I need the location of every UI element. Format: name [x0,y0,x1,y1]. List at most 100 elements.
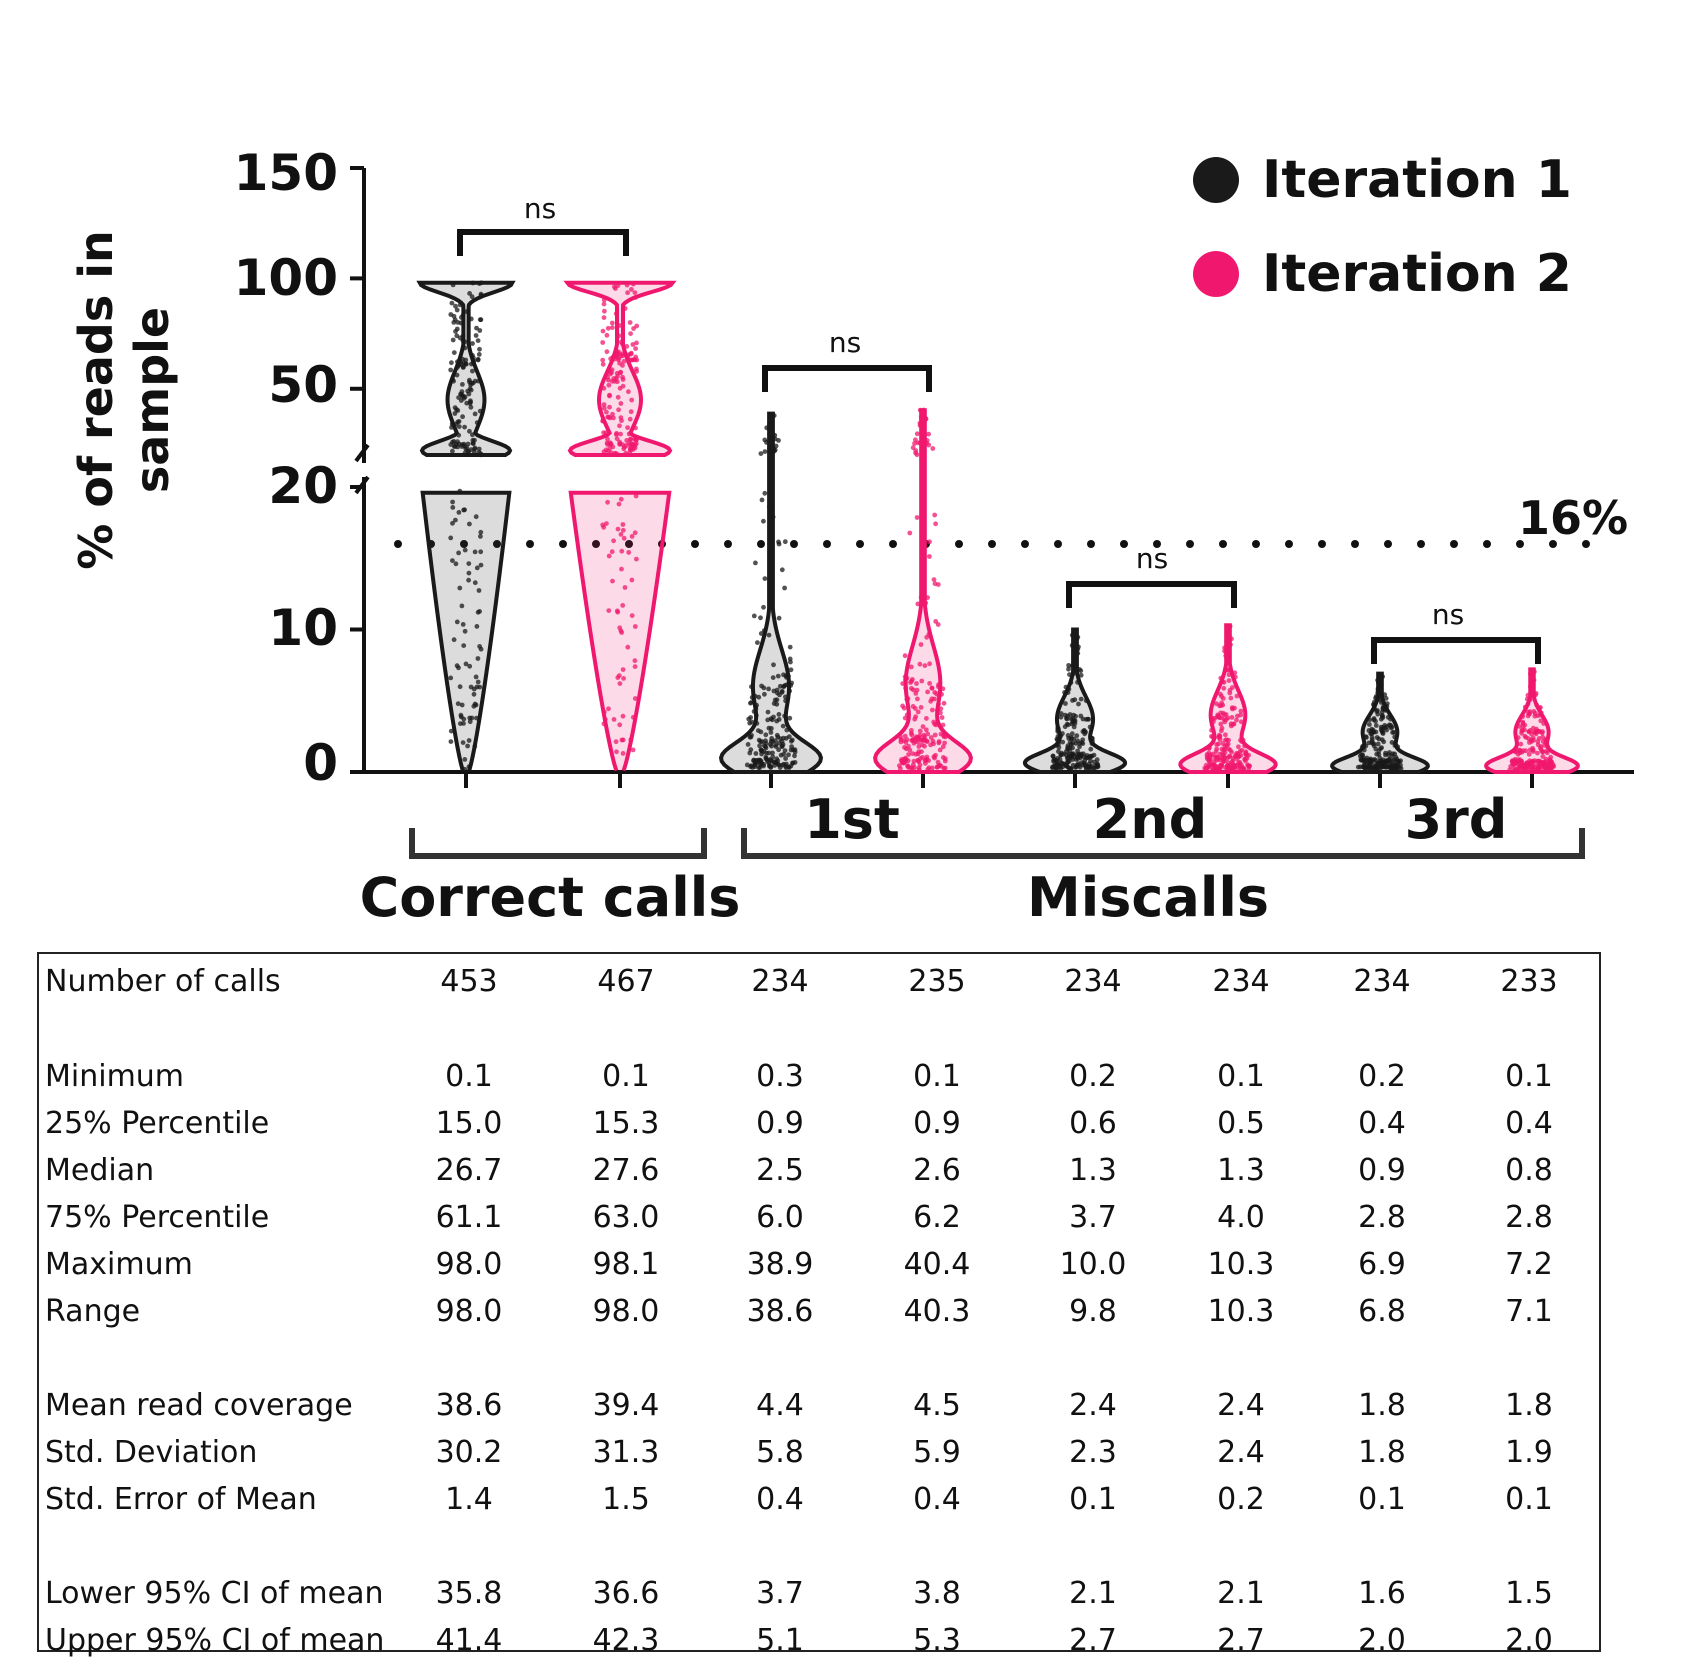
data-point [915,757,921,763]
data-point [938,763,944,769]
data-point [619,339,624,345]
data-point [1536,736,1542,741]
data-point [1542,743,1548,748]
row-label: Number of calls [45,964,281,999]
data-point [460,365,466,370]
category-label-2nd: 2nd [1093,788,1208,851]
data-point [1528,764,1533,769]
data-point [1078,672,1084,678]
legend-marker-iteration-2 [1193,251,1239,297]
data-point [602,717,608,722]
data-point [771,413,777,418]
data-point [1369,737,1375,743]
data-point [1078,713,1084,719]
data-point [615,675,621,680]
data-point [940,722,946,728]
significance-bracket [1371,637,1541,664]
data-point [902,653,908,659]
data-point [607,404,612,410]
data-point [450,505,456,510]
data-point [939,715,945,720]
data-point [621,359,627,364]
data-point [633,346,638,351]
data-point [1241,766,1247,771]
data-point [632,664,638,669]
data-point [747,734,753,740]
data-point [1235,713,1240,719]
data-point [470,360,476,366]
data-point [921,451,927,457]
data-point [1075,634,1081,640]
data-point [789,680,794,686]
data-point [623,450,629,456]
data-point [1058,752,1064,758]
data-point [619,548,625,554]
data-point [600,522,606,528]
data-point [1079,760,1084,766]
table-cell: 1.8 [1505,1388,1553,1423]
data-point [471,355,476,361]
table-cell: 2.7 [1069,1623,1117,1658]
data-point [1069,632,1075,638]
data-point [1209,727,1214,733]
data-point [777,765,783,770]
data-point [899,758,904,764]
data-point [1531,677,1537,683]
table-cell: 5.3 [913,1623,961,1658]
data-point [925,731,931,737]
data-point [941,700,947,706]
data-point [1073,663,1078,669]
axis-break-mark [354,443,370,463]
table-cell: 61.1 [435,1200,503,1235]
data-point [1383,764,1389,770]
table-cell: 3.8 [913,1576,961,1611]
significance-label: ns [1432,598,1464,631]
data-point [627,437,633,442]
data-point [466,738,472,743]
table-cell: 6.0 [756,1200,804,1235]
data-point [626,550,632,555]
data-point [748,715,753,720]
data-point [1234,717,1239,723]
data-point [927,539,932,545]
data-point [1222,743,1228,749]
data-point [939,691,944,697]
data-point [1223,732,1228,738]
data-point [625,644,631,650]
data-point [466,561,472,566]
data-point [770,514,776,520]
table-cell: 5.9 [913,1435,961,1470]
data-point [750,765,755,770]
data-point [628,737,634,743]
data-point [1541,721,1547,726]
data-point [462,628,468,634]
data-point [758,451,764,456]
table-cell: 10.3 [1207,1294,1275,1329]
data-point [1086,716,1091,722]
data-point [1066,666,1071,672]
data-point [628,409,634,415]
data-point [1360,743,1366,749]
table-cell: 0.6 [1069,1106,1117,1141]
data-point [610,411,615,417]
data-point [903,756,909,762]
data-point [605,448,611,454]
data-point [462,547,468,553]
data-point [620,603,626,608]
table-cell: 7.1 [1505,1294,1553,1329]
data-point [787,715,793,721]
data-point [1075,738,1080,744]
data-point [904,737,910,743]
data-point [930,446,936,451]
table-cell: 98.1 [592,1247,660,1282]
data-point [1069,731,1075,737]
data-point [476,378,481,384]
data-point [749,684,754,690]
data-point [912,716,918,722]
data-point [1060,739,1066,745]
data-point [450,439,455,445]
data-point [620,713,626,719]
data-point [1071,736,1077,742]
data-point [915,440,921,446]
data-point [1526,729,1532,735]
